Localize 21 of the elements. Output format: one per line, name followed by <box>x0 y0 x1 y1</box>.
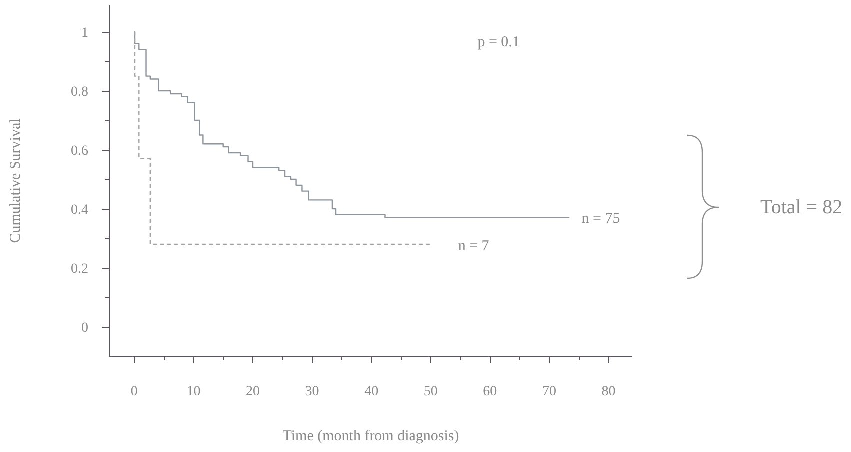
x-tick-label: 30 <box>305 384 320 400</box>
annotation: n = 7 <box>458 238 490 255</box>
x-axis-title: Time (month from diagnosis) <box>282 428 460 444</box>
y-tick-label: 0 <box>82 321 88 336</box>
y-tick-label: 1 <box>82 26 88 42</box>
x-tick-label: 70 <box>542 384 556 400</box>
x-tick-label: 40 <box>364 384 379 400</box>
x-tick-label: 10 <box>186 384 201 400</box>
y-tick-label: 0.2 <box>71 262 88 278</box>
x-tick-label: 0 <box>130 384 138 400</box>
text: Total = 82 <box>760 196 843 218</box>
annotation: n = 75 <box>582 210 620 227</box>
x-tick-label: 50 <box>424 384 438 400</box>
x-tick-label: 80 <box>602 384 616 400</box>
y-tick-label: 0.4 <box>71 203 88 218</box>
x-tick-label: 60 <box>483 384 498 400</box>
y-axis-title: Cumulative Survival <box>8 118 24 244</box>
x-tick-label: 20 <box>246 384 260 400</box>
annotation: p = 0.1 <box>478 34 520 50</box>
y-tick-label: 0.8 <box>71 85 88 100</box>
y-tick-label: 0.6 <box>71 144 88 160</box>
